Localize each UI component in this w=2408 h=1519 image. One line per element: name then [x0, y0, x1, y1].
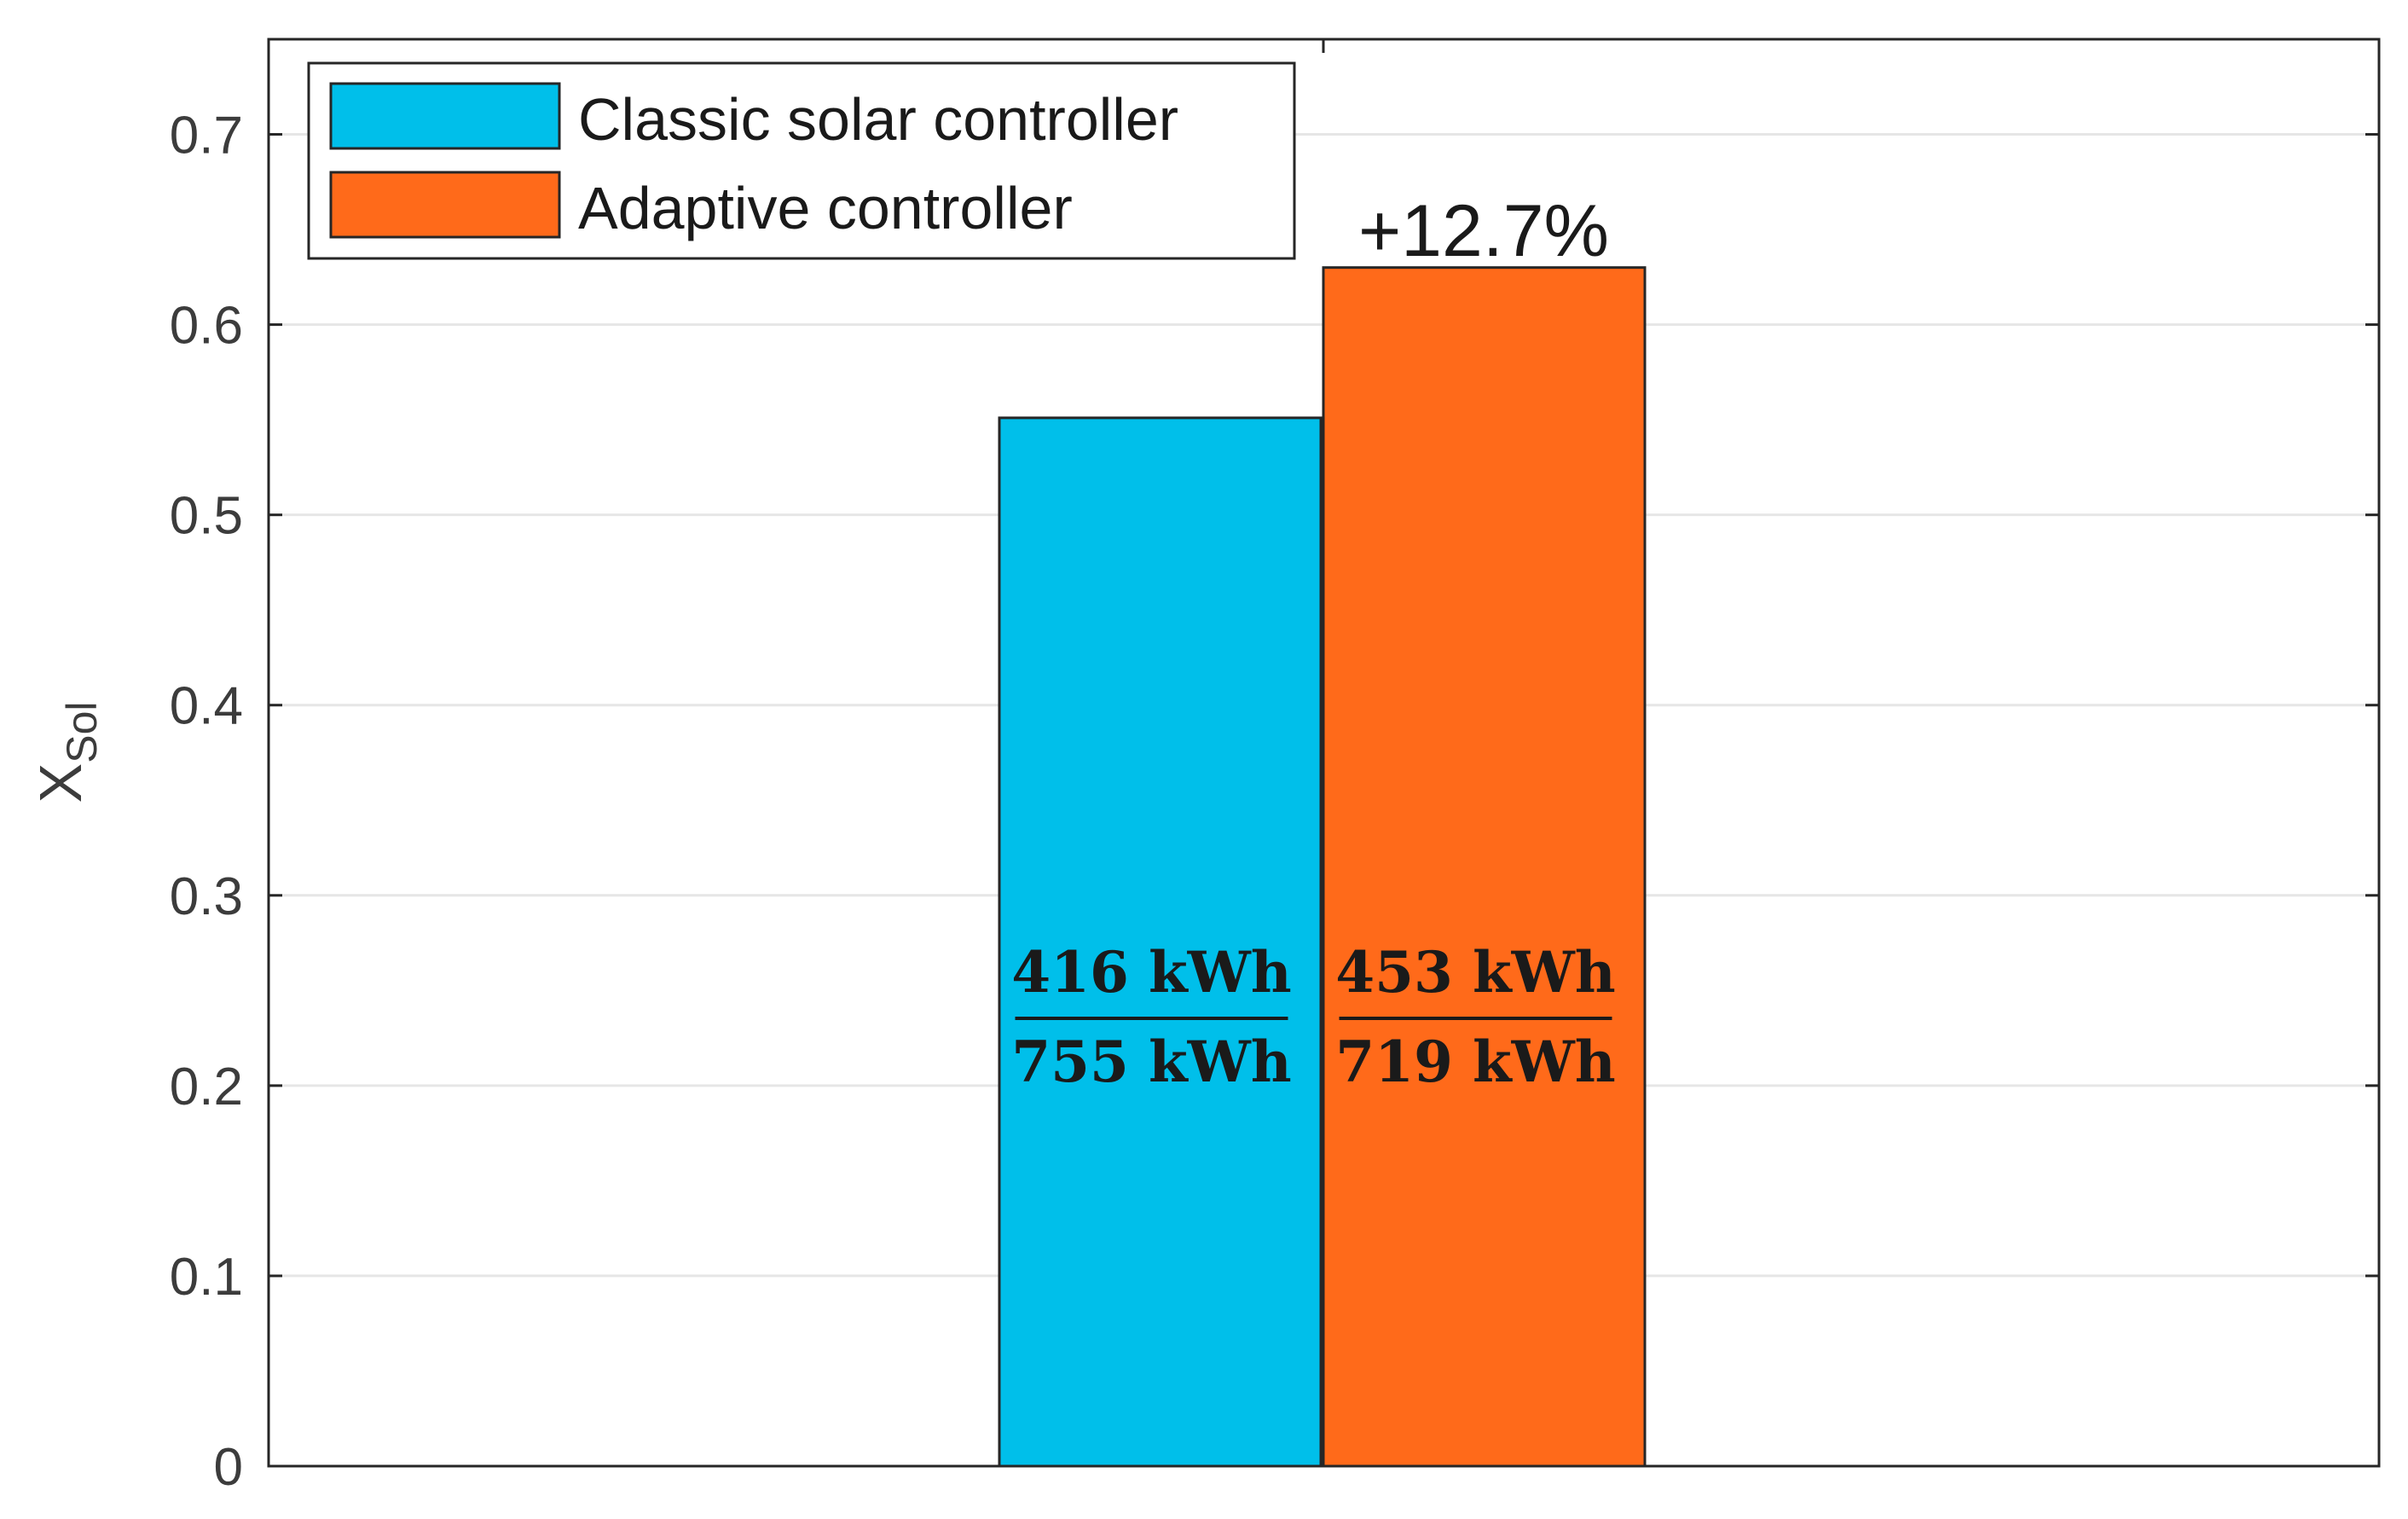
y-axis-label-main: X [27, 763, 94, 803]
y-tick-label-7: 0.7 [170, 107, 243, 165]
y-axis-label: XSol [27, 702, 106, 803]
y-tick-label-0: 0 [214, 1438, 243, 1497]
legend-label-classic: Classic solar controller [578, 86, 1178, 153]
bar-label-numerator-1: 453 kWh [1335, 939, 1616, 1006]
bar-annotation: +12.7% [1358, 190, 1609, 272]
legend-label-adaptive: Adaptive controller [578, 175, 1073, 241]
svg-text:XSol: XSol [27, 702, 106, 803]
y-tick-label-2: 0.2 [170, 1058, 243, 1116]
bar-labels: 416 kWh 755 kWh 453 kWh 719 kWh [1011, 939, 1616, 1095]
y-tick-label-3: 0.3 [170, 867, 243, 926]
bar-adaptive [1322, 266, 1647, 1468]
bars [998, 266, 1647, 1468]
y-tick-label-1: 0.1 [170, 1248, 243, 1307]
y-axis-label-sub: Sol [58, 702, 106, 763]
y-tick-label-6: 0.6 [170, 297, 243, 356]
bar-label-numerator-0: 416 kWh [1011, 939, 1292, 1006]
y-axis-ticks: 0 0.1 0.2 0.3 0.4 0.5 0.6 0.7 [170, 39, 2379, 1497]
y-tick-label-5: 0.5 [170, 487, 243, 546]
legend-swatch-classic [329, 82, 561, 150]
legend-swatch-adaptive [329, 171, 561, 239]
legend: Classic solar controller Adaptive contro… [307, 61, 1296, 260]
bar-label-denominator-1: 719 kWh [1335, 1029, 1616, 1095]
y-tick-label-4: 0.4 [170, 677, 243, 736]
bar-label-denominator-0: 755 kWh [1011, 1029, 1292, 1095]
